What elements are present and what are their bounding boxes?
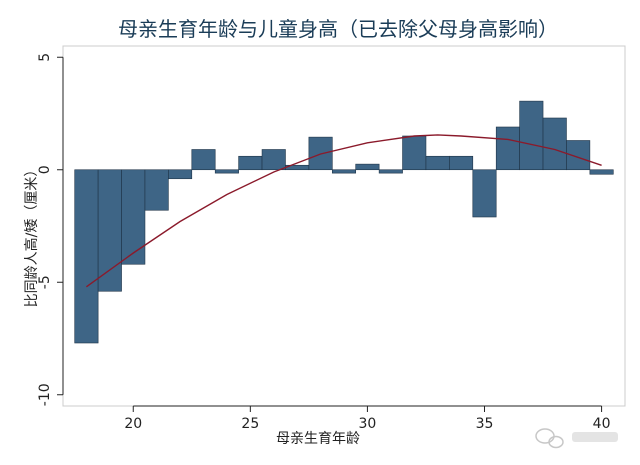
x-tick-label: 25	[241, 416, 259, 432]
y-tick-label: -5	[37, 275, 53, 289]
y-tick-label: -10	[37, 383, 53, 406]
chart-title: 母亲生育年龄与儿童身高（已去除父母身高影响）	[118, 17, 558, 41]
y-tick-label: 5	[37, 53, 53, 62]
bar-age-22	[168, 169, 193, 180]
bar-age-25	[238, 155, 263, 171]
bar-age-36	[495, 126, 520, 171]
bar-age-26	[261, 149, 286, 171]
bar-age-21	[144, 169, 169, 211]
y-axis-ticks: 5 0 -5 -10	[37, 53, 63, 406]
x-tick-label: 35	[476, 416, 494, 432]
bar-age-31	[378, 169, 403, 174]
fit-curve	[85, 134, 602, 288]
bar-age-24	[214, 169, 239, 174]
bar-age-38	[542, 117, 567, 171]
bar-age-29	[331, 169, 357, 174]
bar-age-20	[121, 169, 146, 265]
x-tick-label: 40	[593, 416, 611, 432]
x-tick-label: 30	[359, 416, 377, 432]
bars-group	[74, 100, 614, 344]
x-axis-title: 母亲生育年龄	[276, 431, 360, 447]
bar-age-30	[355, 163, 380, 171]
bar-age-35	[472, 169, 497, 218]
bar-age-33	[425, 155, 450, 171]
bar-age-19	[97, 169, 122, 292]
plot-region	[62, 45, 626, 407]
y-axis-title: 比同龄人高/矮（厘米）	[23, 163, 40, 308]
bar-age-32	[402, 135, 427, 171]
bar-age-34	[449, 155, 474, 171]
y-tick-label: 0	[37, 165, 53, 174]
watermark-icon	[535, 428, 618, 449]
bar-age-40	[589, 169, 614, 175]
x-axis-ticks: 20 25 30 35 40	[124, 406, 610, 432]
bar-age-37	[519, 100, 544, 171]
bar-age-23	[191, 149, 216, 171]
bar-age-39	[566, 140, 591, 171]
bar-age-18	[74, 169, 99, 344]
x-tick-label: 20	[124, 416, 142, 432]
